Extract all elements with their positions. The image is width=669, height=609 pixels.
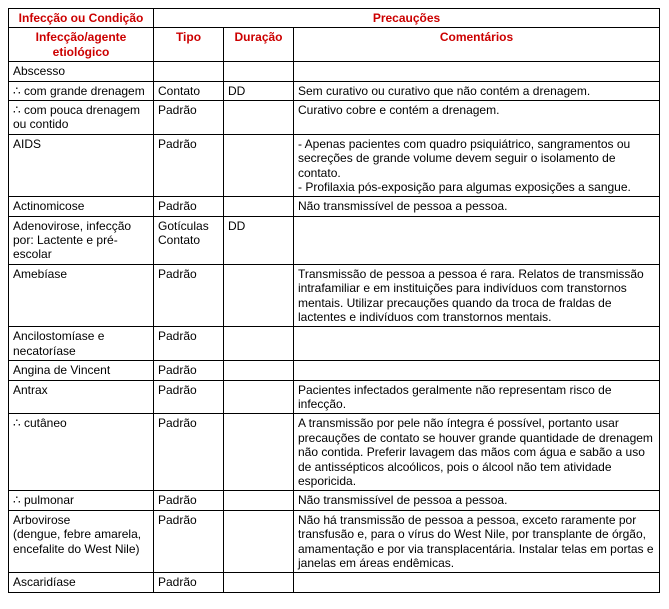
cell-duracao (224, 62, 294, 81)
cell-infeccao: Arbovirose (dengue, febre amarela, encef… (9, 510, 154, 573)
cell-tipo: Padrão (154, 380, 224, 414)
cell-infeccao: ∴ com pouca drenagem ou contido (9, 100, 154, 134)
cell-tipo (154, 62, 224, 81)
cell-tipo: Padrão (154, 414, 224, 491)
header-comentarios: Comentários (294, 28, 660, 62)
precautions-table: Infecção ou Condição Precauções Infecção… (8, 8, 660, 593)
cell-infeccao: Angina de Vincent (9, 361, 154, 380)
cell-tipo: Padrão (154, 510, 224, 573)
cell-comentarios (294, 62, 660, 81)
cell-comentarios (294, 361, 660, 380)
cell-tipo: Padrão (154, 100, 224, 134)
cell-comentarios (294, 327, 660, 361)
cell-infeccao: Actinomicose (9, 197, 154, 216)
cell-duracao (224, 327, 294, 361)
cell-infeccao: Ascaridíase (9, 573, 154, 592)
cell-comentarios (294, 216, 660, 264)
header-row-2: Infecção/agente etiológico Tipo Duração … (9, 28, 660, 62)
cell-infeccao: Amebíase (9, 264, 154, 327)
cell-tipo: Padrão (154, 327, 224, 361)
cell-tipo: Padrão (154, 361, 224, 380)
cell-tipo: Contato (154, 81, 224, 100)
cell-tipo: Padrão (154, 573, 224, 592)
cell-duracao (224, 491, 294, 510)
header-infeccao-agente: Infecção/agente etiológico (9, 28, 154, 62)
header-precaucoes: Precauções (154, 9, 660, 28)
table-row: ∴ pulmonarPadrão Não transmissível de pes… (9, 491, 660, 510)
table-row: Adenovirose, infecção por: Lactente e pr… (9, 216, 660, 264)
cell-duracao (224, 134, 294, 197)
cell-comentarios (294, 573, 660, 592)
cell-duracao (224, 510, 294, 573)
table-row: Angina de VincentPadrão (9, 361, 660, 380)
cell-tipo: Gotículas Contato (154, 216, 224, 264)
cell-infeccao: ∴ com grande drenagem (9, 81, 154, 100)
cell-duracao (224, 414, 294, 491)
table-row: AntraxPadrão Pacientes infectados geralme… (9, 380, 660, 414)
cell-tipo: Padrão (154, 264, 224, 327)
cell-infeccao: Ancilostomíase e necatoríase (9, 327, 154, 361)
cell-comentarios: Não transmissível de pessoa a pessoa. (294, 491, 660, 510)
header-tipo: Tipo (154, 28, 224, 62)
cell-comentarios: - Apenas pacientes com quadro psiquiátri… (294, 134, 660, 197)
cell-comentarios: Pacientes infectados geralmente não repr… (294, 380, 660, 414)
cell-comentarios: A transmissão por pele não íntegra é pos… (294, 414, 660, 491)
table-row: AscaridíasePadrão (9, 573, 660, 592)
cell-comentarios: Curativo cobre e contém a drenagem. (294, 100, 660, 134)
cell-comentarios: Não transmissível de pessoa a pessoa. (294, 197, 660, 216)
cell-duracao (224, 197, 294, 216)
cell-duracao: DD (224, 81, 294, 100)
cell-comentarios: Sem curativo ou curativo que não contém … (294, 81, 660, 100)
cell-duracao (224, 100, 294, 134)
cell-duracao (224, 361, 294, 380)
header-row-1: Infecção ou Condição Precauções (9, 9, 660, 28)
cell-duracao (224, 264, 294, 327)
cell-tipo: Padrão (154, 197, 224, 216)
table-row: AmebíasePadrão Transmissão de pessoa a pe… (9, 264, 660, 327)
table-row: Abscesso (9, 62, 660, 81)
table-row: ∴ com pouca drenagem ou contidoPadrão Cur… (9, 100, 660, 134)
table-row: ∴ cutâneoPadrão A transmissão por pele nã… (9, 414, 660, 491)
header-infeccao-condicao: Infecção ou Condição (9, 9, 154, 28)
cell-tipo: Padrão (154, 491, 224, 510)
cell-infeccao: Adenovirose, infecção por: Lactente e pr… (9, 216, 154, 264)
header-duracao: Duração (224, 28, 294, 62)
cell-duracao (224, 573, 294, 592)
table-row: ∴ com grande drenagemContatoDDSem curati… (9, 81, 660, 100)
cell-infeccao: ∴ cutâneo (9, 414, 154, 491)
table-row: Ancilostomíase e necatoríasePadrão (9, 327, 660, 361)
table-row: AIDSPadrão - Apenas pacientes com quadro … (9, 134, 660, 197)
cell-infeccao: ∴ pulmonar (9, 491, 154, 510)
cell-infeccao: Antrax (9, 380, 154, 414)
cell-duracao (224, 380, 294, 414)
cell-infeccao: Abscesso (9, 62, 154, 81)
table-row: Arbovirose (dengue, febre amarela, encef… (9, 510, 660, 573)
cell-infeccao: AIDS (9, 134, 154, 197)
table-body: Abscesso∴ com grande drenagemContatoDDSe… (9, 62, 660, 593)
cell-comentarios: Não há transmissão de pessoa a pessoa, e… (294, 510, 660, 573)
cell-duracao: DD (224, 216, 294, 264)
cell-comentarios: Transmissão de pessoa a pessoa é rara. R… (294, 264, 660, 327)
table-row: ActinomicosePadrão Não transmissível de p… (9, 197, 660, 216)
cell-tipo: Padrão (154, 134, 224, 197)
